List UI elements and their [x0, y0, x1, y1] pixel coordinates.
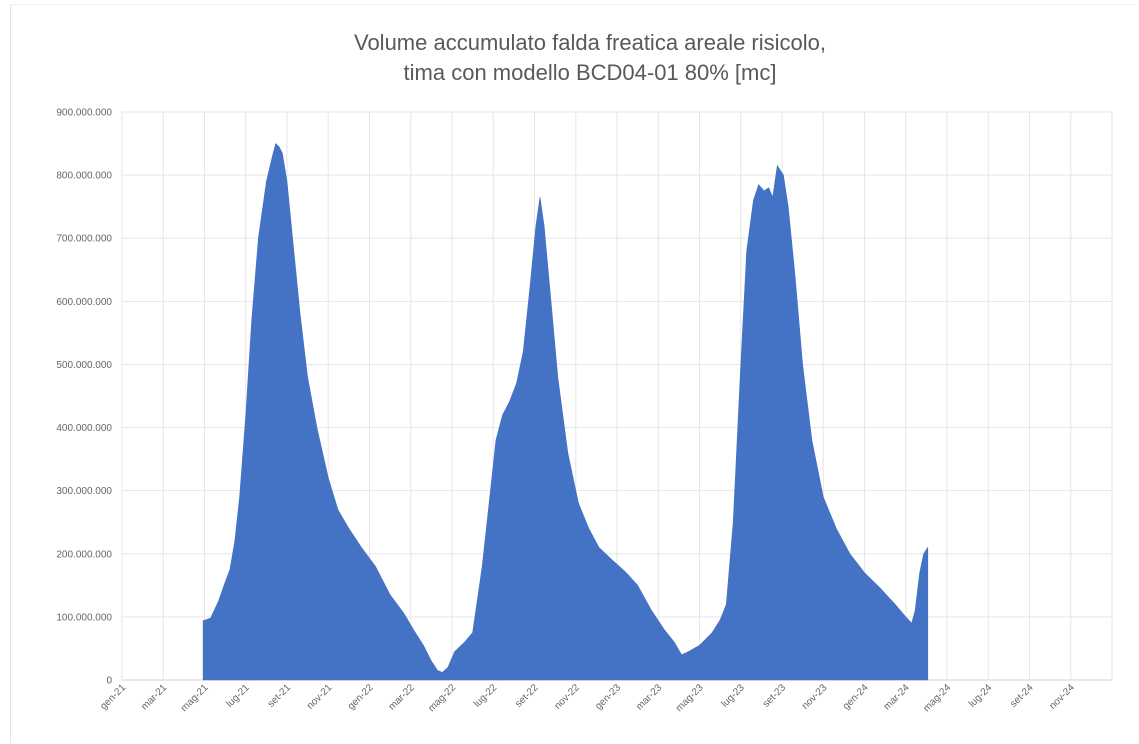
x-tick-label: lug-22 — [472, 682, 500, 710]
x-tick: set-23 — [761, 682, 789, 710]
chart-title: Volume accumulato falda freatica areale … — [200, 28, 980, 88]
y-tick-label: 700.000.000 — [56, 234, 112, 245]
x-tick: lug-24 — [967, 682, 995, 710]
x-tick: lug-21 — [224, 682, 252, 710]
x-tick: set-21 — [266, 682, 294, 710]
x-tick-label: mar-24 — [882, 682, 912, 712]
x-tick-label: lug-24 — [967, 682, 995, 710]
chart-title-line-1: Volume accumulato falda freatica areale … — [353, 30, 827, 55]
x-tick-label: mar-23 — [634, 682, 664, 712]
y-tick-label: 600.000.000 — [56, 297, 112, 308]
x-tick-label: nov-22 — [552, 682, 582, 712]
x-tick: mar-23 — [634, 682, 664, 712]
x-tick-label: mag-21 — [179, 682, 211, 714]
x-tick-label: nov-23 — [800, 682, 830, 712]
x-tick: lug-22 — [472, 682, 500, 710]
x-tick: lug-23 — [719, 682, 747, 710]
x-tick: mag-23 — [674, 682, 706, 714]
x-tick: gen-22 — [346, 682, 376, 712]
y-tick-label: 500.000.000 — [56, 360, 112, 371]
x-tick-label: gen-21 — [98, 682, 128, 712]
y-tick-label: 900.000.000 — [56, 108, 112, 119]
x-tick: set-24 — [1008, 682, 1036, 710]
y-tick-label: 200.000.000 — [56, 549, 112, 560]
y-axis: 0 100.000.000 200.000.000 300.000.000 400.00… — [56, 108, 112, 687]
x-tick-label: set-24 — [1008, 682, 1036, 710]
x-tick: gen-24 — [841, 682, 871, 712]
x-tick: mag-24 — [921, 682, 953, 714]
x-tick: mar-22 — [387, 682, 417, 712]
x-tick-label: nov-24 — [1047, 682, 1077, 712]
x-tick: gen-21 — [98, 682, 128, 712]
x-tick-label: lug-21 — [224, 682, 252, 710]
y-tick-label: 400.000.000 — [56, 423, 112, 434]
x-tick: mar-21 — [139, 682, 169, 712]
y-tick-label: 300.000.000 — [56, 486, 112, 497]
x-tick: mar-24 — [882, 682, 912, 712]
x-axis: gen-21 mar-21 mag-21 lug-21 set-21 nov-21 gen-… — [98, 682, 1077, 714]
x-tick: mag-21 — [179, 682, 211, 714]
chart-title-line-2: tima con modello BCD04-01 80% [mc] — [403, 60, 777, 85]
x-tick: gen-23 — [593, 682, 623, 712]
x-tick-label: gen-22 — [346, 682, 376, 712]
x-tick-label: mag-22 — [426, 682, 458, 714]
x-tick: nov-22 — [552, 682, 582, 712]
y-tick-label: 800.000.000 — [56, 171, 112, 182]
y-tick-label: 0 — [106, 676, 112, 687]
area-series — [202, 143, 929, 681]
x-tick: nov-21 — [305, 682, 335, 712]
x-tick-label: gen-24 — [841, 682, 871, 712]
x-tick-label: mar-22 — [387, 682, 417, 712]
x-tick: set-22 — [513, 682, 541, 710]
x-tick: nov-24 — [1047, 682, 1077, 712]
x-tick: nov-23 — [800, 682, 830, 712]
x-tick-label: set-21 — [266, 682, 294, 710]
area-fill — [202, 143, 929, 681]
x-tick-label: mar-21 — [139, 682, 169, 712]
x-tick-label: nov-21 — [305, 682, 335, 712]
x-tick-label: gen-23 — [593, 682, 623, 712]
x-tick-label: mag-24 — [921, 682, 953, 714]
x-tick-label: lug-23 — [719, 682, 747, 710]
x-tick-label: mag-23 — [674, 682, 706, 714]
x-tick-label: set-22 — [513, 682, 541, 710]
y-tick-label: 100.000.000 — [56, 612, 112, 623]
x-tick-label: set-23 — [761, 682, 789, 710]
x-tick: mag-22 — [426, 682, 458, 714]
